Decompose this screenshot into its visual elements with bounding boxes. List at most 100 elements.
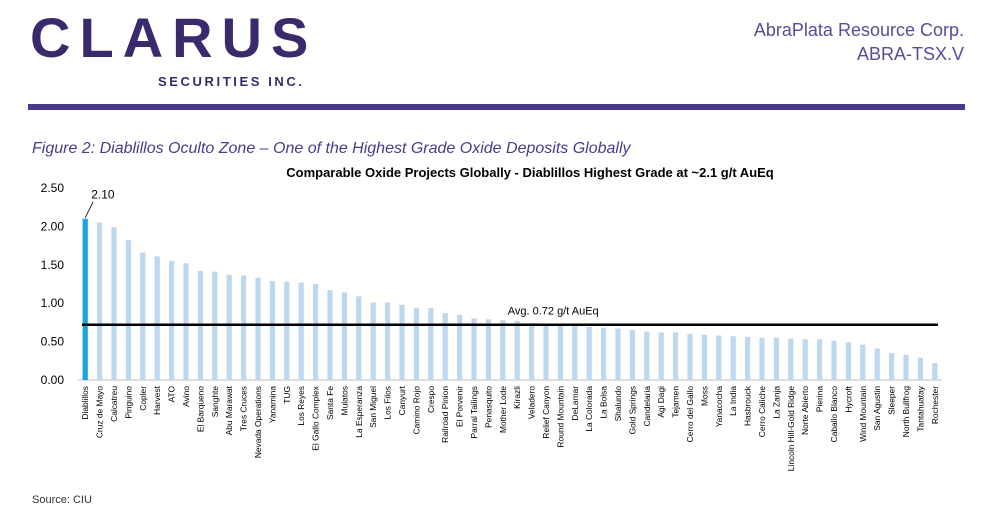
x-category-label: La Colorada [584,386,594,432]
bar [82,218,88,380]
x-category-label: Agi Dagi [656,386,666,418]
x-category-label: Yanamina [267,386,277,423]
bar [97,222,103,380]
x-category-label: Sleeper [887,386,897,415]
clarus-logo: CLARUS SECURITIES INC. [30,6,320,90]
x-category-label: El Porvenir [455,386,465,427]
x-category-label: Mulatos [339,386,349,415]
bar [500,320,506,380]
x-category-label: Candelaria [642,386,652,427]
x-category-label: Hycroft [843,385,853,412]
bar [817,339,823,380]
bar [341,292,347,380]
x-category-label: Los Filos [383,386,393,420]
x-category-label: El Gallo Complex [311,385,321,451]
bar [385,302,391,380]
source-note: Source: CIU [32,494,92,506]
x-category-label: Cerro Caliche [757,386,767,438]
bar [572,326,578,380]
bar [557,325,563,380]
x-category-label: La Bolsa [599,386,609,419]
bar [298,282,304,380]
highlight-leader-line [84,201,94,218]
bar-chart: Comparable Oxide Projects Globally - Dia… [41,165,942,472]
x-category-label: La Zanja [771,386,781,419]
bar [399,304,405,380]
x-category-label: Hasbrouck [743,385,753,426]
x-category-label: Camino Rojo [411,386,421,435]
x-category-label: ATO [167,386,177,403]
x-category-label: La Esperanza [354,386,364,438]
bar [313,284,319,380]
x-category-label: Crespo [426,386,436,413]
x-category-label: TUG [282,386,292,404]
bar [932,363,938,380]
x-category-label: Copler [138,386,148,411]
bar [629,330,635,380]
x-category-label: Caballo Blanco [829,386,839,443]
bar [586,327,592,380]
x-category-label: Gold Springs [627,386,637,434]
bar [874,348,880,380]
bar [413,307,419,380]
bar [845,342,851,380]
x-category-label: Shalundo [613,386,623,422]
bar [687,333,693,380]
bar [269,280,275,380]
bar [658,332,664,380]
bar [514,320,520,380]
x-category-label: Cerro del Gallo [685,386,695,443]
x-category-label: Yanacocha [714,386,724,428]
x-category-label: Veladero [527,386,537,419]
bar [831,340,837,380]
bar [701,334,707,380]
y-tick-label: 1.00 [41,296,65,310]
x-category-label: Parral Tailings [469,386,479,438]
bar [485,319,491,380]
x-category-label: El Barqueno [195,386,205,432]
bar [615,328,621,380]
x-category-label: San Miguel [368,386,378,428]
bar [644,331,650,380]
bar [673,332,679,380]
bar [327,290,333,380]
header-divider [28,104,965,110]
figure-caption: Figure 2: Diablillos Oculto Zone – One o… [32,140,631,157]
x-category-label: Nevada Operations [253,386,263,458]
y-tick-label: 0.00 [41,373,65,387]
x-category-label: Los Reyes [296,386,306,426]
bar [860,344,866,380]
bar [529,323,535,380]
x-category-label: DeLamar [570,386,580,421]
x-category-label: Norte Abierto [800,386,810,435]
x-category-label: Lincoln Hill-Gold Ridge [786,386,796,472]
bar [759,337,765,380]
company-name: AbraPlata Resource Corp. [753,20,964,40]
x-category-label: Calcatreu [109,386,119,422]
bar [255,277,261,380]
bar [716,335,722,380]
x-category-label: Rochester [930,386,940,424]
company-block: AbraPlata Resource Corp. ABRA-TSX.V [754,18,964,66]
chart-title: Comparable Oxide Projects Globally - Dia… [286,165,774,180]
bar [111,227,117,380]
x-category-label: Sanghte [210,386,220,418]
bar [428,307,434,380]
highlight-data-label: 2.10 [91,188,115,202]
bar [356,296,362,380]
x-category-label: Railroad Pinion [440,386,450,443]
x-category-label: Tejamen [671,386,681,418]
bar [471,318,477,380]
y-tick-label: 0.50 [41,335,65,349]
x-category-label: La India [728,386,738,416]
bar [457,314,463,380]
bar [370,302,376,380]
x-category-label: Pierina [815,386,825,412]
bar [226,274,232,380]
logo-subtext: SECURITIES INC. [158,74,305,89]
logo-wordmark: CLARUS [30,6,318,69]
x-category-label: Relief Canyon [541,386,551,439]
x-category-label: Wind Mountain [858,386,868,442]
x-category-label: Kirazli [512,386,522,409]
x-category-label: Cruz de Mayo [95,386,105,438]
